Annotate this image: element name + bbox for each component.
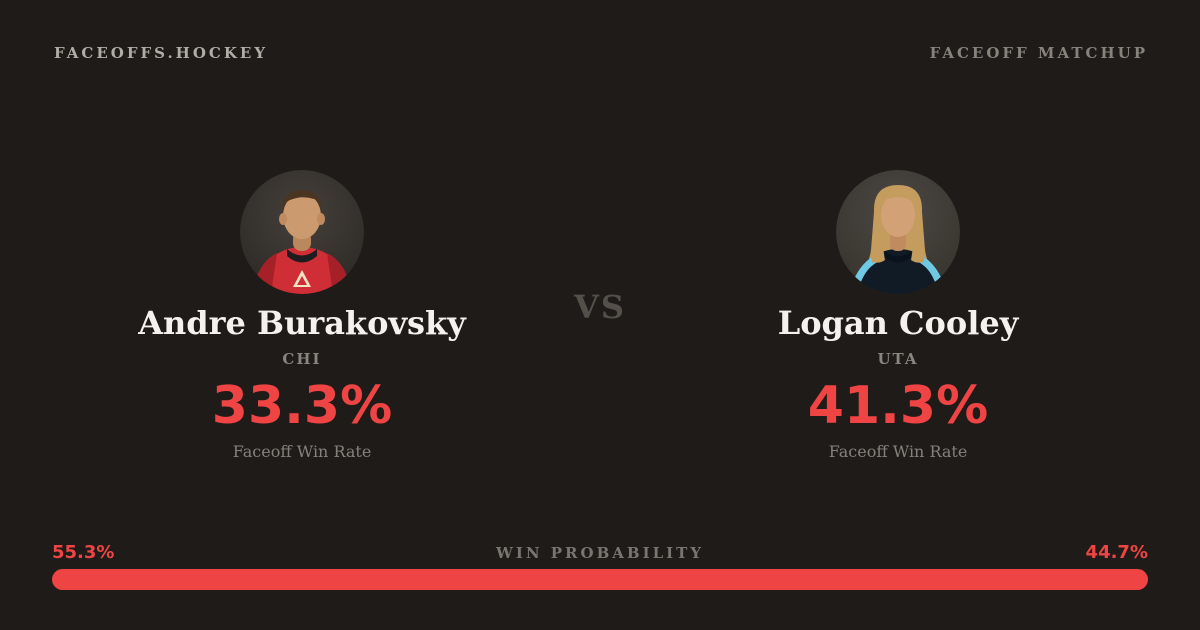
player-left-team: CHI xyxy=(282,350,322,369)
card-type-label: FACEOFF MATCHUP xyxy=(929,44,1148,62)
player-left: Andre Burakovsky CHI 33.3% Faceoff Win R… xyxy=(102,170,502,461)
player-right-avatar xyxy=(836,170,960,294)
win-probability-row: 55.3% WIN PROBABILITY 44.7% xyxy=(52,542,1148,563)
vs-divider: VS xyxy=(574,288,626,326)
header: FACEOFFS.HOCKEY FACEOFF MATCHUP xyxy=(54,44,1148,62)
win-prob-segment-right xyxy=(658,569,1148,590)
win-prob-segment-left xyxy=(52,569,659,590)
player-left-avatar xyxy=(240,170,364,294)
player-right-faceoff-win-rate: 41.3% xyxy=(807,376,989,437)
player-left-faceoff-win-rate: 33.3% xyxy=(211,376,393,437)
player-right-team: UTA xyxy=(877,350,919,369)
player-left-name: Andre Burakovsky xyxy=(138,304,466,342)
headshot-dark-jersey-long-hair-icon xyxy=(836,170,960,294)
player-left-stat-label: Faceoff Win Rate xyxy=(232,442,372,462)
player-right-name: Logan Cooley xyxy=(777,304,1019,342)
brand-wordmark: FACEOFFS.HOCKEY xyxy=(54,44,269,62)
win-probability-label: WIN PROBABILITY xyxy=(495,544,705,562)
player-right: Logan Cooley UTA 41.3% Faceoff Win Rate xyxy=(698,170,1098,461)
headshot-red-jersey-icon xyxy=(240,170,364,294)
win-probability-right-value: 44.7% xyxy=(1085,542,1148,563)
win-probability-left-value: 55.3% xyxy=(52,542,115,563)
player-right-stat-label: Faceoff Win Rate xyxy=(828,442,968,462)
win-probability-bar xyxy=(52,569,1148,590)
